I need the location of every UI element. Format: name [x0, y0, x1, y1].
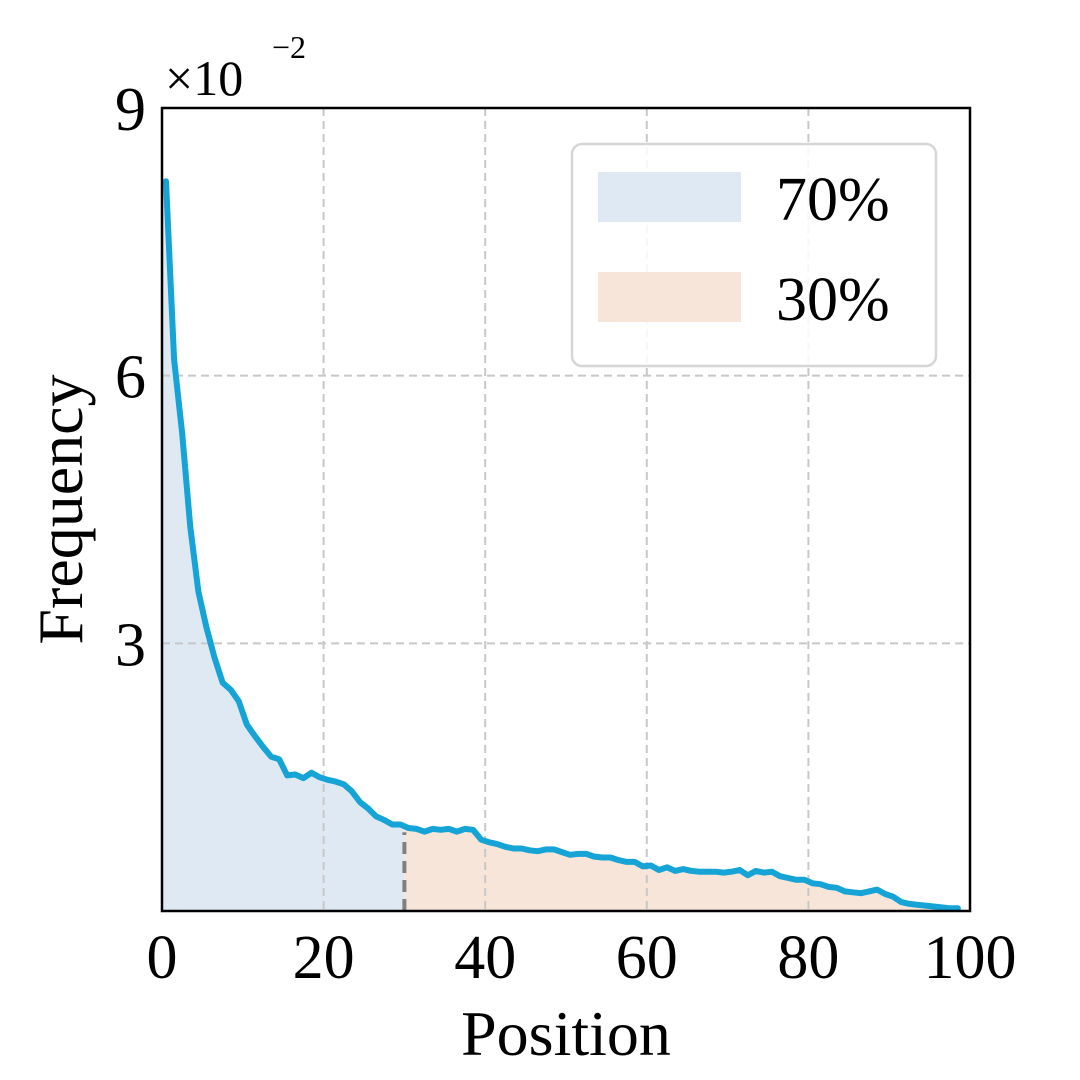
- x-tick-label: 60: [616, 924, 678, 992]
- y-tick-labels: 3 6 9: [115, 76, 146, 679]
- y-axis-multiplier: ×10 −2: [165, 29, 306, 106]
- legend-swatch-70: [598, 172, 741, 222]
- x-tick-label: 20: [293, 924, 355, 992]
- x-tick-label: 40: [454, 924, 516, 992]
- x-tick-label: 80: [777, 924, 839, 992]
- y-tick-label: 9: [115, 76, 146, 144]
- frequency-line: [163, 178, 961, 912]
- region-70-percent: [162, 181, 405, 911]
- shaded-regions: [162, 181, 962, 911]
- legend-label-30: 30%: [776, 266, 890, 334]
- x-tick-labels: 0 20 40 60 80 100: [147, 924, 1017, 992]
- y-tick-label: 3: [115, 611, 146, 679]
- plot-frame: [160, 106, 972, 913]
- multiplier-exponent: −2: [272, 29, 306, 65]
- x-tick-label: 0: [147, 924, 178, 992]
- multiplier-base: ×10: [165, 50, 243, 106]
- y-axis-label: Frequency: [25, 374, 96, 644]
- x-axis-label: Position: [461, 998, 671, 1069]
- y-tick-label: 6: [115, 344, 146, 412]
- series-line-layer: [163, 178, 961, 912]
- legend-label-70: 70%: [776, 166, 890, 234]
- region-30-percent: [404, 826, 962, 911]
- legend-swatch-30: [598, 272, 741, 322]
- legend: 70% 30%: [570, 142, 938, 368]
- x-tick-label: 100: [924, 924, 1017, 992]
